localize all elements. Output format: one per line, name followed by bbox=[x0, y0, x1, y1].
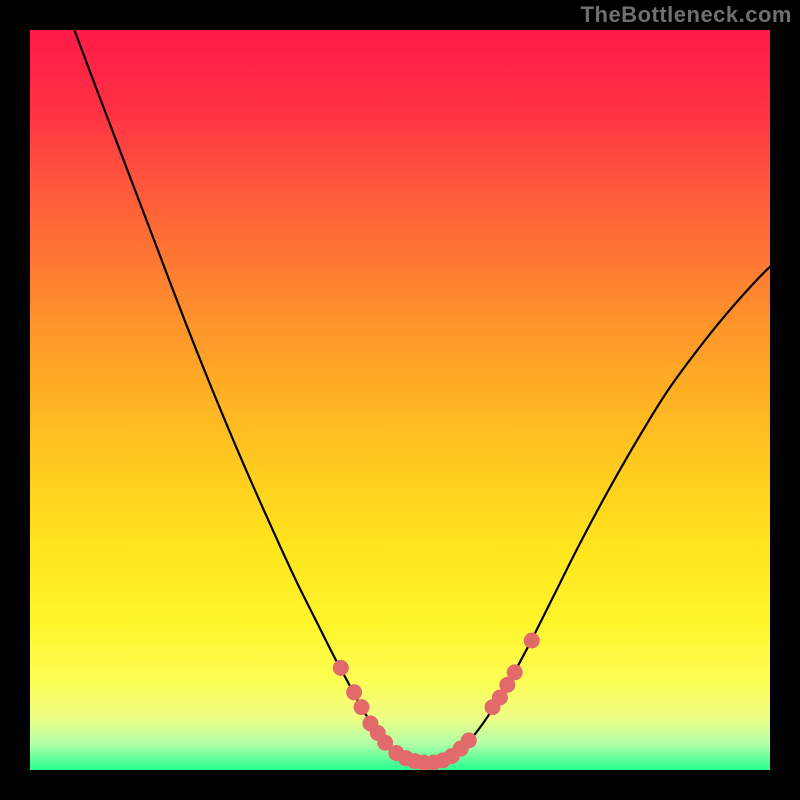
plot-area bbox=[30, 30, 770, 770]
plot-svg bbox=[30, 30, 770, 770]
marker-point bbox=[507, 664, 523, 680]
chart-container: TheBottleneck.com bbox=[0, 0, 800, 800]
marker-point bbox=[333, 660, 349, 676]
marker-point bbox=[354, 699, 370, 715]
marker-point bbox=[524, 633, 540, 649]
marker-point bbox=[346, 684, 362, 700]
watermark-text: TheBottleneck.com bbox=[581, 2, 792, 28]
marker-point bbox=[461, 732, 477, 748]
plot-background bbox=[30, 30, 770, 770]
